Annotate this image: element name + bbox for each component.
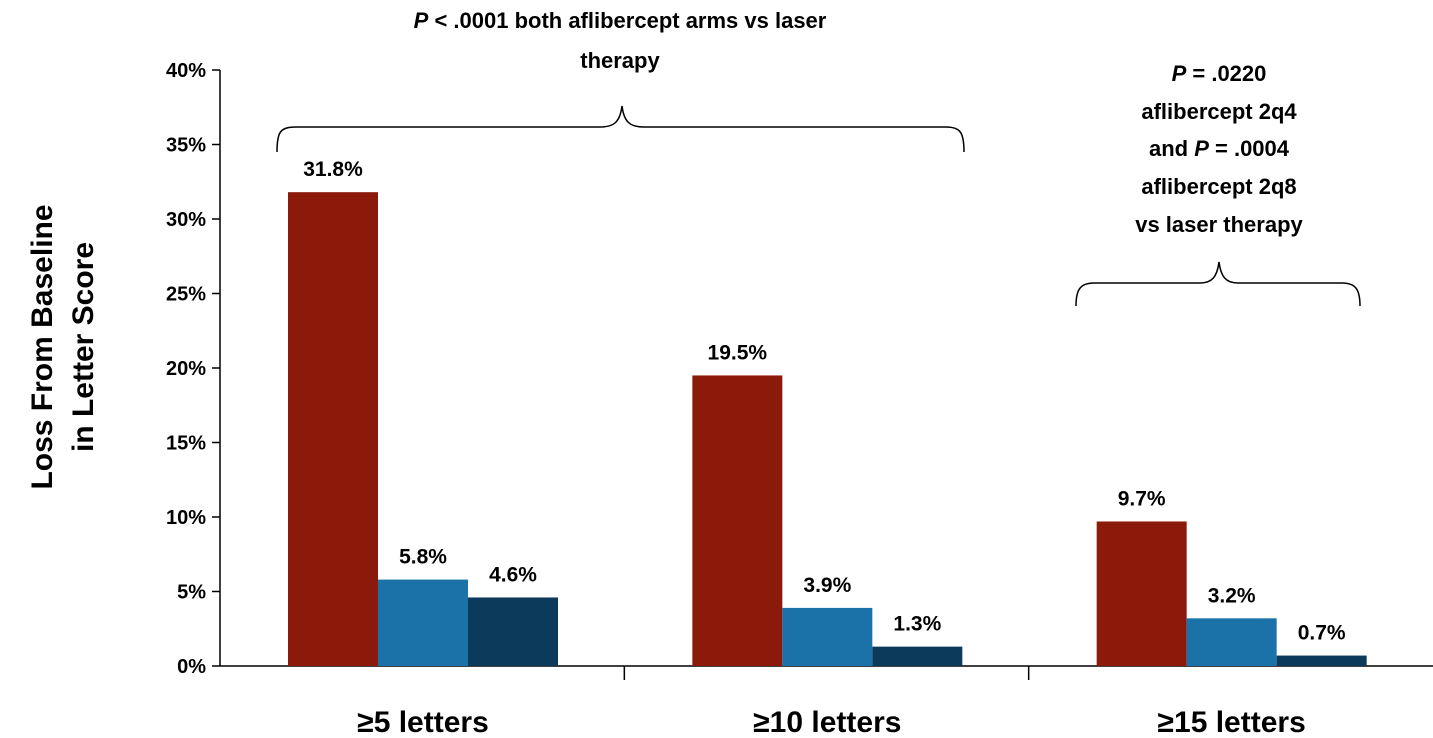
y-axis-title: Loss From Baseline in Letter Score — [26, 204, 100, 489]
y-tick-label: 25% — [166, 284, 206, 306]
right-bracket-annotation: P = .0220 aflibercept 2q4 and P = .0004 … — [1075, 61, 1361, 307]
y-tick-label: 0% — [177, 656, 206, 678]
data-label: 31.8% — [303, 158, 363, 181]
right-annotation-line-3: and P = .0004 — [1149, 136, 1290, 161]
data-labels: 31.8% 5.8% 4.6% 19.5% 3.9% 1.3% 9.7% 3.2% 0.7% — [303, 158, 1346, 644]
data-label: 4.6% — [489, 563, 537, 586]
y-axis-title-line-2: in Letter Score — [67, 242, 100, 452]
right-annotation-line-2: aflibercept 2q4 — [1141, 99, 1297, 124]
y-axis-ticks: 0% 5% 10% 15% 20% 25% 30% 35% 40% — [166, 60, 220, 678]
bar — [288, 192, 378, 666]
left-bracket-annotation: P < .0001 both aflibercept arms vs laser… — [276, 8, 965, 153]
y-tick-label: 40% — [166, 60, 206, 82]
data-label: 1.3% — [893, 613, 941, 636]
bar — [1096, 521, 1187, 666]
category-label: ≥5 letters — [357, 706, 489, 738]
bar — [468, 597, 558, 666]
bar — [782, 607, 873, 666]
y-tick-label: 30% — [166, 209, 206, 231]
left-bracket — [276, 105, 965, 153]
right-annotation-line-1: P = .0220 — [1172, 61, 1267, 86]
y-tick-label: 10% — [166, 507, 206, 529]
right-annotation-line-5: vs laser therapy — [1135, 212, 1303, 237]
y-tick-label: 20% — [166, 358, 206, 380]
left-annotation-line-2: therapy — [580, 48, 660, 73]
data-label: 5.8% — [399, 546, 447, 569]
right-annotation-line-4: aflibercept 2q8 — [1141, 174, 1296, 199]
data-label: 3.9% — [803, 574, 851, 597]
bar — [1276, 655, 1367, 666]
category-label: ≥10 letters — [753, 706, 901, 738]
bar — [692, 375, 783, 666]
left-annotation-line-1: P < .0001 both aflibercept arms vs laser — [414, 8, 827, 33]
data-label: 19.5% — [708, 341, 768, 364]
right-bracket — [1075, 261, 1361, 307]
bar — [378, 579, 468, 666]
category-labels: ≥5 letters ≥10 letters ≥15 letters — [357, 706, 1306, 738]
bar — [1186, 618, 1277, 666]
data-label: 9.7% — [1118, 487, 1166, 510]
y-tick-label: 15% — [166, 433, 206, 455]
data-label: 3.2% — [1208, 584, 1256, 607]
y-tick-label: 35% — [166, 135, 206, 157]
y-tick-label: 5% — [177, 582, 206, 604]
category-label: ≥15 letters — [1158, 706, 1306, 738]
bars — [288, 192, 1367, 666]
data-label: 0.7% — [1298, 622, 1346, 645]
y-axis-title-line-1: Loss From Baseline — [26, 204, 59, 489]
bar — [872, 646, 963, 666]
